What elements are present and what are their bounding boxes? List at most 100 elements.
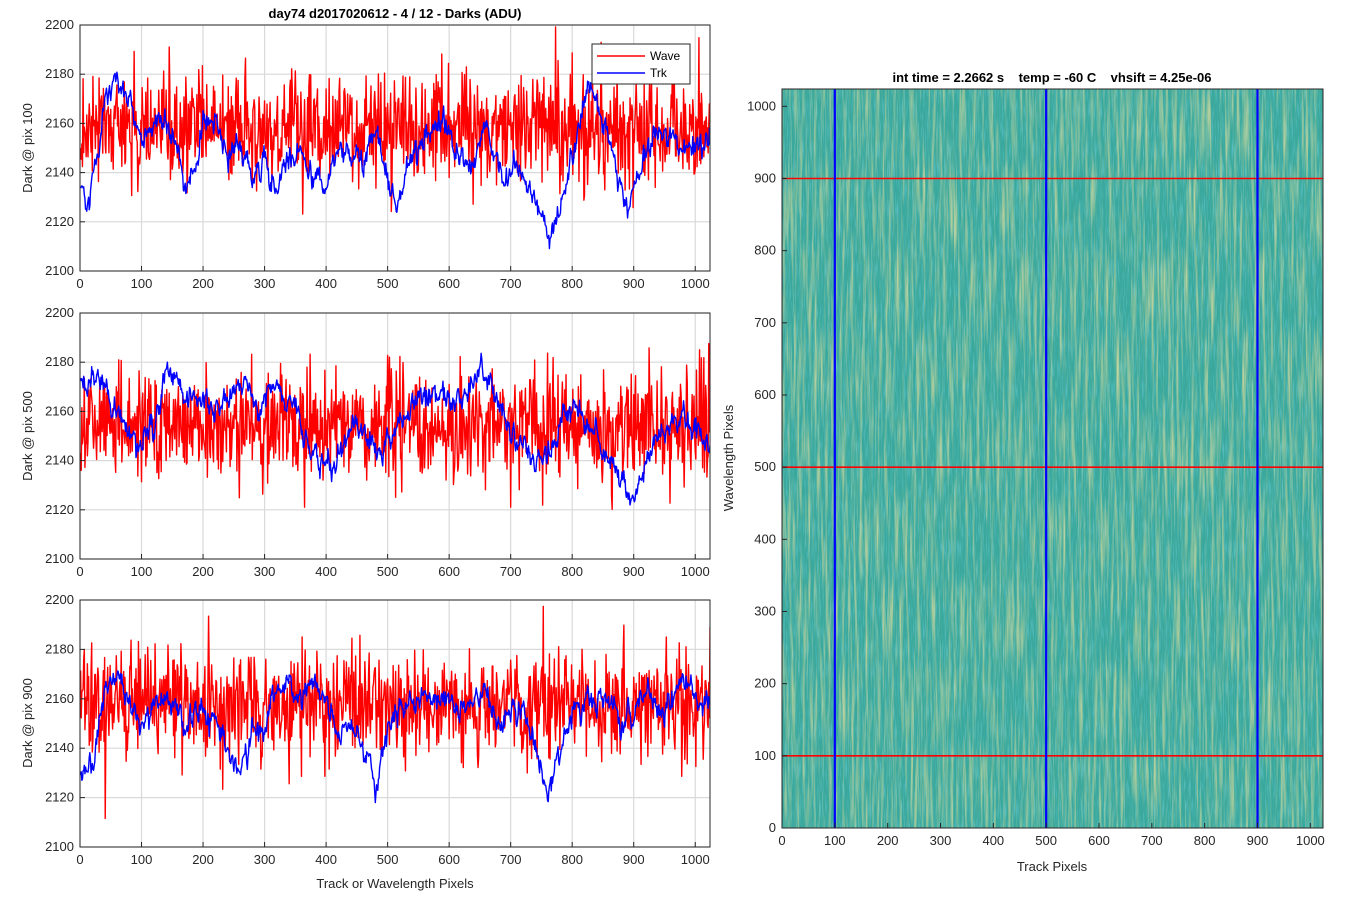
x-axis-label: Track Pixels — [1017, 859, 1088, 874]
x-tick-label: 400 — [315, 564, 337, 579]
y-axis-label: Dark @ pix 500 — [20, 391, 35, 481]
x-tick-label: 900 — [623, 276, 645, 291]
x-tick-label: 600 — [438, 852, 460, 867]
x-tick-label: 200 — [192, 852, 214, 867]
x-tick-label: 400 — [982, 833, 1004, 848]
y-tick-label: 2180 — [45, 66, 74, 81]
y-tick-label: 0 — [769, 820, 776, 835]
x-tick-label: 900 — [1247, 833, 1269, 848]
x-tick-label: 0 — [778, 833, 785, 848]
line-panel-pix-100: 0 100 200 300 400 500 600 700 800 900 1000 2100 2120… — [20, 6, 711, 291]
y-tick-label: 500 — [754, 459, 776, 474]
x-tick-label: 200 — [192, 564, 214, 579]
legend-label-wave: Wave — [650, 49, 681, 63]
chart-title: int time = 2.2662 s temp = -60 C vhsift … — [892, 70, 1211, 85]
x-tick-label: 700 — [500, 276, 522, 291]
x-tick-label: 600 — [1088, 833, 1110, 848]
series-line-wave — [80, 26, 710, 215]
legend: Wave Trk — [591, 43, 691, 85]
x-tick-label: 800 — [561, 276, 583, 291]
line-panel-pix-900: 0 100 200 300 400 500 600 700 800 900 1000 2100 2120… — [20, 592, 711, 891]
x-tick-label: 0 — [76, 852, 83, 867]
y-tick-label: 2100 — [45, 263, 74, 278]
y-tick-label: 2140 — [45, 165, 74, 180]
y-tick-label: 2180 — [45, 641, 74, 656]
x-tick-label: 400 — [315, 852, 337, 867]
x-tick-label: 900 — [623, 852, 645, 867]
chart-title: day74 d2017020612 - 4 / 12 - Darks (ADU) — [269, 6, 522, 21]
x-tick-label: 400 — [315, 276, 337, 291]
series-line-wave — [80, 605, 710, 820]
y-tick-label: 2180 — [45, 354, 74, 369]
x-tick-label: 1000 — [681, 276, 710, 291]
x-tick-label: 300 — [254, 564, 276, 579]
x-tick-label: 1000 — [681, 852, 710, 867]
x-tick-label: 500 — [377, 852, 399, 867]
series-line-trk — [80, 670, 710, 804]
axes-box — [781, 88, 1324, 829]
x-tick-label: 800 — [1194, 833, 1216, 848]
x-tick-label: 700 — [1141, 833, 1163, 848]
heatmap-panel: 0 100 200 300 400 500 600 700 800 900 1000 0 100 200 3… — [721, 70, 1325, 874]
y-tick-label: 2200 — [45, 17, 74, 32]
y-tick-label: 2120 — [45, 790, 74, 805]
x-tick-label: 800 — [561, 852, 583, 867]
y-tick-label: 2120 — [45, 214, 74, 229]
x-tick-label: 200 — [192, 276, 214, 291]
y-tick-label: 2200 — [45, 592, 74, 607]
x-tick-label: 300 — [254, 852, 276, 867]
x-tick-label: 0 — [76, 276, 83, 291]
y-tick-label: 900 — [754, 170, 776, 185]
y-tick-label: 2140 — [45, 740, 74, 755]
axes-box — [79, 312, 711, 560]
x-tick-label: 300 — [930, 833, 952, 848]
y-tick-label: 400 — [754, 531, 776, 546]
x-tick-label: 800 — [561, 564, 583, 579]
x-tick-label: 100 — [824, 833, 846, 848]
x-tick-label: 500 — [1035, 833, 1057, 848]
y-tick-label: 2100 — [45, 551, 74, 566]
axes-box — [79, 599, 711, 848]
x-tick-label: 100 — [131, 276, 153, 291]
x-tick-label: 100 — [131, 564, 153, 579]
y-axis-label: Dark @ pix 100 — [20, 103, 35, 193]
x-tick-label: 100 — [131, 852, 153, 867]
x-tick-label: 700 — [500, 564, 522, 579]
x-tick-label: 900 — [623, 564, 645, 579]
y-tick-label: 2140 — [45, 453, 74, 468]
x-tick-label: 600 — [438, 564, 460, 579]
legend-label-trk: Trk — [650, 66, 668, 80]
heatmap-yellow-streaks — [782, 89, 1323, 828]
x-tick-label: 700 — [500, 852, 522, 867]
x-tick-label: 500 — [377, 276, 399, 291]
y-axis-label: Wavelength Pixels — [721, 404, 736, 511]
y-tick-label: 2160 — [45, 691, 74, 706]
series-line-trk — [80, 352, 710, 506]
y-tick-label: 100 — [754, 748, 776, 763]
x-tick-label: 500 — [377, 564, 399, 579]
y-axis-label: Dark @ pix 900 — [20, 678, 35, 768]
y-tick-label: 2160 — [45, 115, 74, 130]
x-tick-label: 600 — [438, 276, 460, 291]
y-tick-label: 700 — [754, 315, 776, 330]
x-tick-label: 200 — [877, 833, 899, 848]
x-tick-label: 0 — [76, 564, 83, 579]
y-tick-label: 800 — [754, 243, 776, 258]
x-axis-label: Track or Wavelength Pixels — [316, 876, 474, 891]
line-panel-pix-500: 0 100 200 300 400 500 600 700 800 900 1000 2100 2120… — [20, 305, 711, 579]
y-tick-label: 2200 — [45, 305, 74, 320]
y-tick-label: 2120 — [45, 502, 74, 517]
series-line-trk — [80, 71, 710, 250]
y-tick-label: 2160 — [45, 403, 74, 418]
x-tick-label: 1000 — [681, 564, 710, 579]
y-tick-label: 300 — [754, 603, 776, 618]
series-line-wave — [80, 342, 710, 511]
y-tick-label: 600 — [754, 387, 776, 402]
y-tick-label: 200 — [754, 676, 776, 691]
legend-box — [591, 43, 691, 85]
y-tick-label: 2100 — [45, 839, 74, 854]
y-tick-label: 1000 — [747, 98, 776, 113]
x-tick-label: 1000 — [1296, 833, 1325, 848]
axes-box — [79, 24, 711, 272]
